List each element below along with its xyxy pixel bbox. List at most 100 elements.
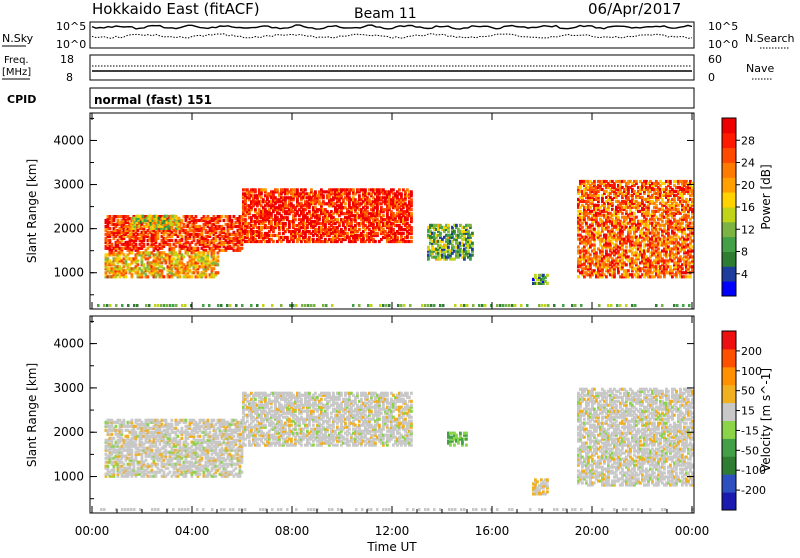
colorbar-swatch	[722, 133, 736, 148]
echo-cell	[691, 232, 694, 235]
echo-cell	[655, 304, 658, 307]
date-title: 06/Apr/2017	[588, 0, 681, 18]
noise-panel: N.Sky 10^5 10^0 10^5 10^0 N.Search	[2, 20, 795, 51]
echo-cell	[585, 222, 588, 225]
echo-cell	[499, 304, 502, 307]
echo-cell	[358, 194, 361, 197]
echo-cell	[400, 192, 403, 195]
echo-cell	[577, 275, 580, 278]
noise-left-bottom-tick: 10^0	[56, 38, 86, 51]
echo-cell	[178, 217, 181, 220]
echo-cell	[142, 215, 145, 218]
echo-cell	[301, 304, 304, 307]
noise-search-trace	[92, 34, 692, 39]
echo-cell	[541, 304, 544, 307]
echo-cell	[691, 245, 694, 248]
echo-cell	[175, 245, 178, 248]
echo-cell	[410, 240, 413, 243]
echo-cell	[241, 225, 244, 228]
echo-cell	[403, 304, 406, 307]
echo-cell	[229, 215, 232, 218]
echo-cell	[280, 304, 283, 307]
echo-cell	[143, 243, 146, 246]
echo-cell	[392, 188, 395, 191]
nave-top-tick: 60	[708, 53, 722, 66]
echo-cell	[534, 274, 537, 277]
echo-cell	[427, 246, 430, 249]
echo-cell	[97, 304, 100, 307]
echo-cell	[160, 304, 163, 307]
power-y-label: Slant Range [km]	[25, 159, 39, 263]
echo-cell	[634, 304, 637, 307]
echo-cell	[439, 232, 442, 235]
echo-cell	[143, 263, 146, 266]
echo-cell	[103, 304, 106, 307]
echo-cell	[125, 275, 128, 278]
echo-cell	[171, 239, 174, 242]
echo-cell	[229, 304, 232, 307]
echo-cell	[183, 255, 186, 258]
echo-cell	[673, 304, 676, 307]
noise-left-label: N.Sky	[2, 32, 34, 45]
colorbar-swatch	[722, 192, 736, 207]
echo-cell	[308, 210, 311, 213]
echo-cell	[352, 188, 355, 191]
echo-cell	[691, 198, 694, 201]
echo-cell	[358, 228, 361, 231]
echo-cell	[148, 304, 151, 307]
echo-cell	[471, 242, 474, 245]
echo-cell	[657, 247, 660, 250]
echo-cell	[484, 304, 487, 307]
echo-cell	[181, 235, 184, 238]
echo-cell	[409, 304, 412, 307]
echo-cell	[202, 304, 205, 307]
echo-cell	[562, 304, 565, 307]
echo-cell	[127, 304, 130, 307]
frequency-top-tick: 18	[60, 53, 74, 66]
echo-cell	[396, 236, 399, 239]
echo-cell	[217, 304, 220, 307]
echo-cell	[169, 304, 172, 307]
echo-cell	[689, 275, 692, 278]
echo-cell	[262, 304, 265, 307]
echo-cell	[546, 282, 549, 285]
echo-cell	[208, 304, 211, 307]
echo-cell	[109, 239, 112, 242]
echo-cell	[688, 304, 691, 307]
echo-cell	[241, 304, 244, 307]
echo-cell	[136, 304, 139, 307]
echo-cell	[203, 251, 206, 254]
echo-cell	[296, 188, 299, 191]
echo-cell	[344, 202, 347, 205]
echo-cell	[398, 188, 401, 191]
station-title: Hokkaido East (fitACF)	[92, 0, 260, 18]
echo-cell	[593, 243, 596, 246]
echo-cell	[410, 190, 413, 193]
echo-cell	[460, 304, 463, 307]
echo-cell	[424, 304, 427, 307]
echo-cell	[410, 226, 413, 229]
echo-cell	[595, 251, 598, 254]
noise-right-label: N.Search	[745, 32, 795, 45]
echo-cell	[455, 224, 458, 227]
echo-cell	[661, 198, 664, 201]
noise-sky-trace	[92, 25, 692, 29]
echo-cell	[184, 304, 187, 307]
echo-cell	[682, 304, 685, 307]
echo-cell	[310, 188, 313, 191]
echo-cell	[254, 208, 257, 211]
echo-cell	[635, 180, 638, 183]
frequency-panel: Freq. [MHz] 18 8 60 0 Nave	[2, 53, 774, 84]
echo-cell	[220, 304, 223, 307]
colorbar-swatch	[722, 207, 736, 222]
y-tick-label: 4000	[53, 133, 84, 147]
echo-cell	[376, 232, 379, 235]
echo-cell	[471, 254, 474, 257]
echo-cell	[271, 304, 274, 307]
echo-cell	[131, 273, 134, 276]
echo-cell	[226, 304, 229, 307]
echo-cell	[217, 251, 220, 254]
nave-bottom-tick: 0	[708, 71, 715, 84]
